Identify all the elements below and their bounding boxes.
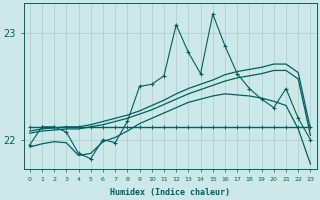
X-axis label: Humidex (Indice chaleur): Humidex (Indice chaleur) <box>110 188 230 197</box>
